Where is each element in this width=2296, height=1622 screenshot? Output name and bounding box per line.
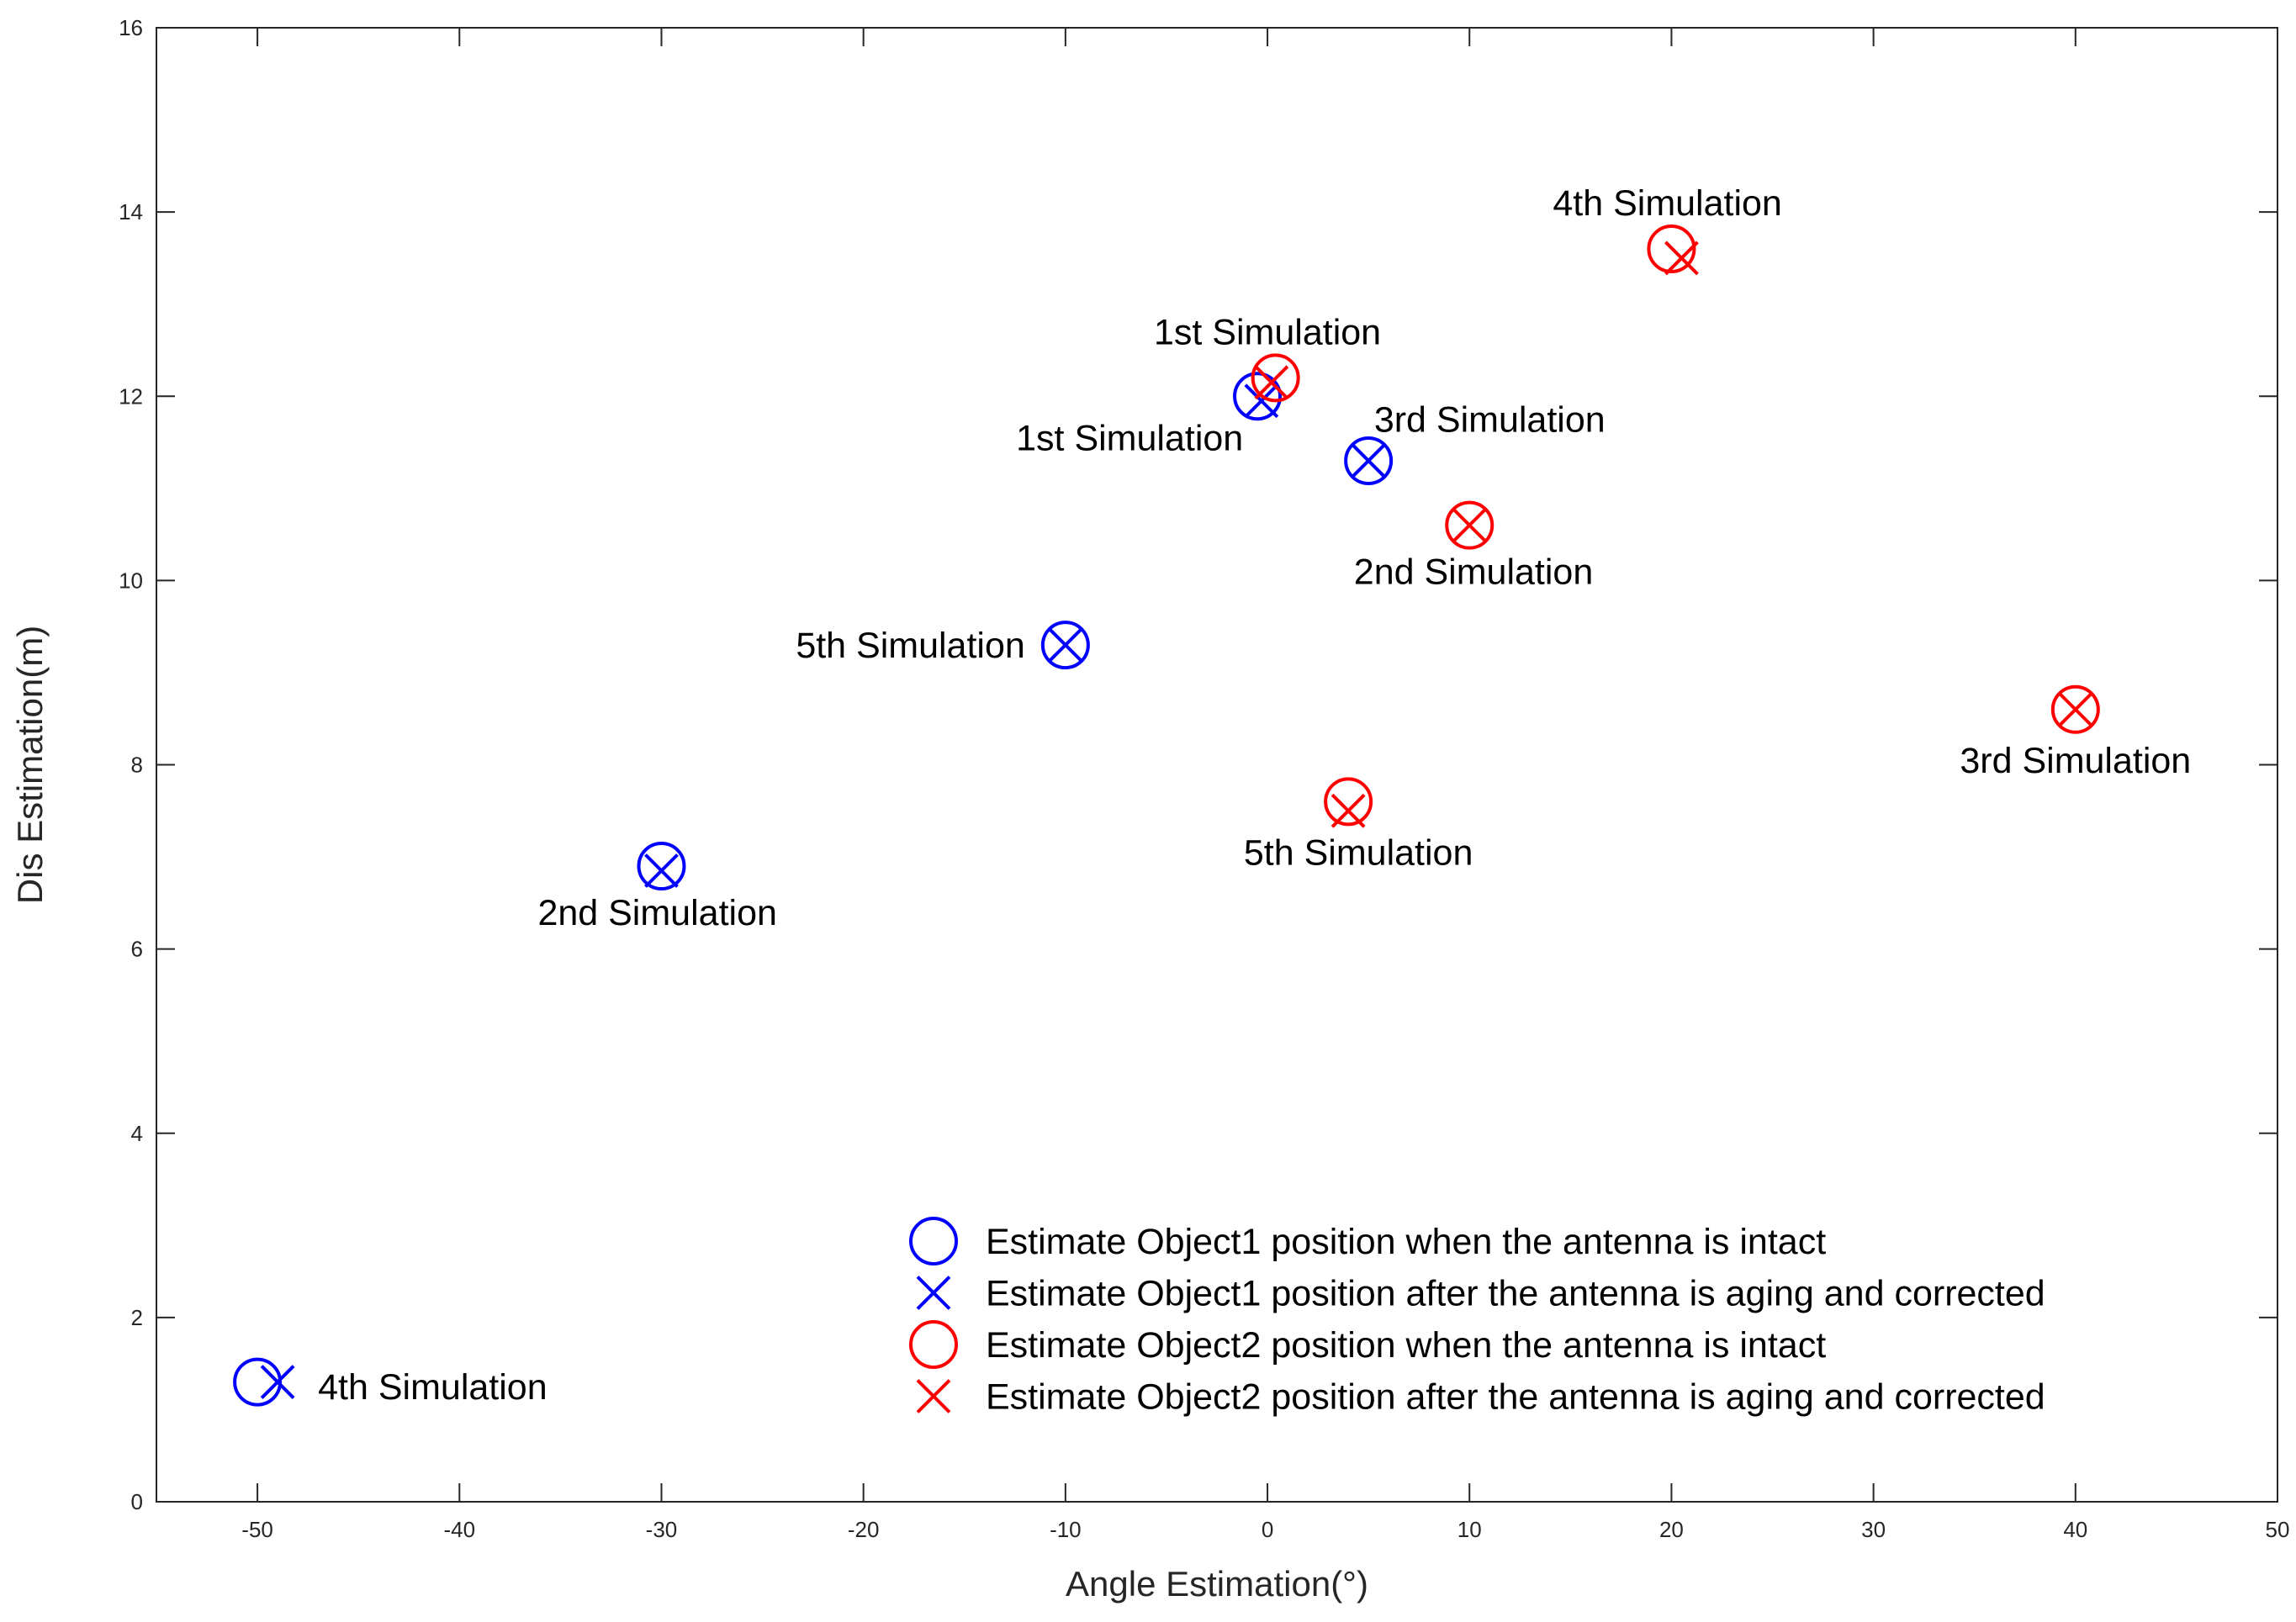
annotation-label: 1st Simulation (1016, 419, 1243, 459)
x-marker (1331, 793, 1366, 828)
circle-marker (1233, 372, 1283, 421)
legend-entry: Estimate Object1 position when the anten… (986, 1222, 1826, 1262)
axis-ticks: -50 -40 -30 -20 -10 0 10 20 30 40 50 0 2 4 6 8 10 12 14 16 (119, 15, 2289, 1542)
legend-x-icon (916, 1379, 951, 1413)
x-tick-label: 20 (1659, 1517, 1684, 1542)
annotation-label: 5th Simulation (796, 626, 1025, 666)
data-markers (233, 224, 2100, 1407)
y-tick-label: 2 (131, 1305, 143, 1330)
circle-marker (1344, 436, 1394, 485)
x-tick-label: 50 (2266, 1517, 2290, 1542)
x-marker (1664, 240, 1699, 276)
x-tick-label: -30 (646, 1517, 678, 1542)
annotations: 1st Simulation 1st Simulation 3rd Simulati… (318, 183, 2191, 1408)
x-tick-label: -10 (1050, 1517, 1082, 1542)
x-tick-label: 40 (2063, 1517, 2087, 1542)
y-tick-label: 6 (131, 937, 143, 962)
circle-marker (233, 1357, 283, 1407)
y-tick-label: 4 (131, 1121, 143, 1146)
y-tick-label: 16 (119, 15, 143, 40)
x-marker (260, 1365, 295, 1399)
x-tick-label: 10 (1457, 1517, 1482, 1542)
annotation-label: 2nd Simulation (1354, 552, 1593, 592)
x-marker (2058, 692, 2093, 727)
annotation-label: 5th Simulation (1244, 833, 1473, 874)
annotation-label: 1st Simulation (1154, 313, 1381, 353)
circle-marker (2050, 684, 2100, 734)
x-tick-label: 0 (1262, 1517, 1273, 1542)
annotation-label: 3rd Simulation (1374, 400, 1606, 441)
annotation-label: 4th Simulation (1553, 183, 1782, 224)
x-tick-label: -40 (443, 1517, 475, 1542)
circle-marker (637, 842, 686, 891)
x-marker (1048, 627, 1083, 663)
legend-circle-icon (909, 1217, 958, 1265)
annotation-label: 3rd Simulation (1960, 741, 2191, 781)
circle-marker (1445, 500, 1495, 550)
x-tick-label: 30 (1861, 1517, 1886, 1542)
legend-circle-icon (909, 1320, 958, 1369)
legend-entry: Estimate Object2 position after the ante… (986, 1377, 2045, 1418)
legend-entry: Estimate Object1 position after the ante… (986, 1274, 2045, 1314)
circle-marker (1040, 621, 1090, 670)
x-marker (1244, 383, 1279, 419)
x-tick-label: -20 (848, 1517, 880, 1542)
x-marker (1351, 443, 1386, 478)
legend-x-icon (916, 1276, 951, 1310)
annotation-label: 2nd Simulation (537, 893, 776, 933)
y-tick-label: 0 (131, 1489, 143, 1514)
circle-marker (1324, 777, 1373, 827)
x-marker (644, 853, 679, 888)
x-axis-label: Angle Estimation(°) (1066, 1564, 1368, 1604)
x-tick-label: -50 (241, 1517, 273, 1542)
plot-area (156, 27, 2278, 1503)
legend-entry: Estimate Object2 position when the anten… (986, 1325, 1826, 1366)
x-marker (1452, 508, 1487, 543)
circle-marker (1251, 353, 1300, 403)
annotation-label: 4th Simulation (318, 1367, 547, 1408)
x-marker (1254, 365, 1289, 400)
circle-marker (1647, 224, 1696, 273)
y-tick-label: 10 (119, 568, 143, 593)
y-tick-label: 8 (131, 753, 143, 778)
y-tick-label: 12 (119, 383, 143, 409)
y-axis-label: Dis Estimation(m) (10, 626, 50, 904)
y-tick-label: 14 (119, 199, 143, 225)
legend: Estimate Object1 position when the anten… (909, 1217, 2045, 1418)
